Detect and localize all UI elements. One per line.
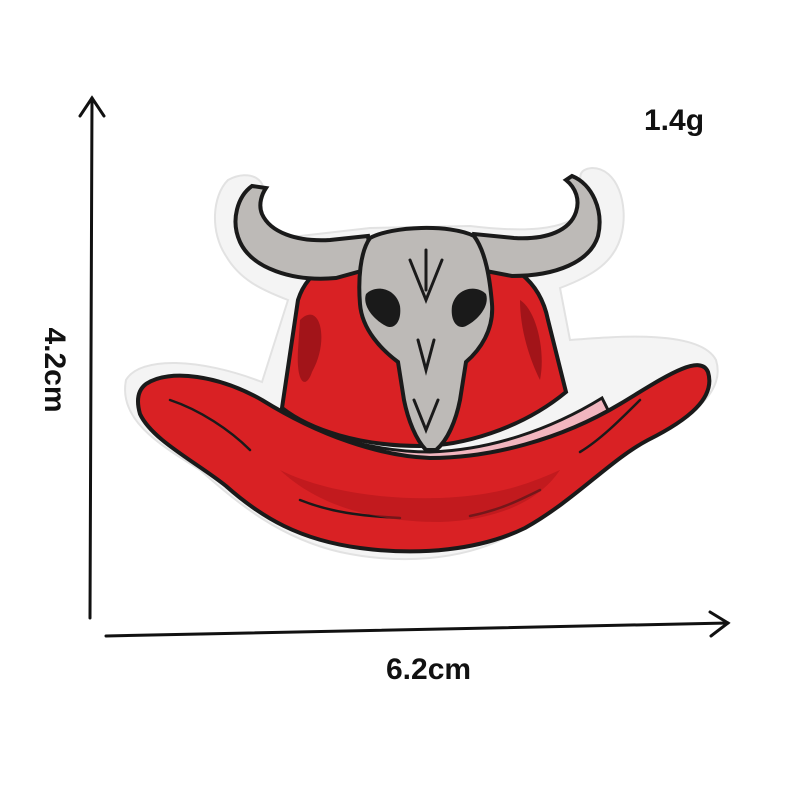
skull-right-eye	[451, 288, 487, 328]
height-label: 4.2cm	[38, 327, 71, 413]
bull-skull	[357, 225, 495, 452]
skull-center-detail	[408, 248, 444, 435]
width-label: 6.2cm	[386, 653, 472, 686]
right-horn	[467, 173, 602, 279]
weight-label: 1.4g	[644, 104, 705, 137]
skull-left-eye	[365, 288, 401, 328]
brim-dark-stitching	[280, 470, 560, 522]
width-arrow	[104, 610, 731, 638]
brim-stitch-detail	[168, 398, 642, 520]
height-arrow	[78, 95, 106, 620]
hat-brim	[136, 363, 712, 554]
